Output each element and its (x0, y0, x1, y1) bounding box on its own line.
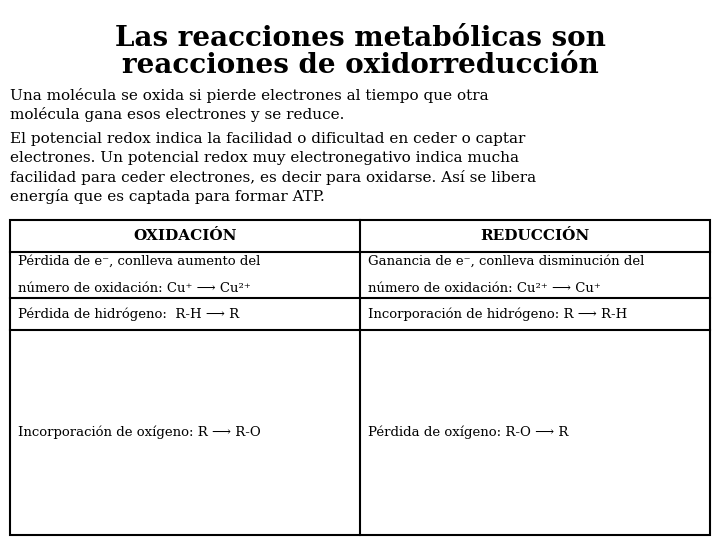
Text: número de oxidación: Cu²⁺ ⟶ Cu⁺: número de oxidación: Cu²⁺ ⟶ Cu⁺ (368, 282, 600, 295)
Text: reacciones de oxidorreducción: reacciones de oxidorreducción (122, 52, 598, 79)
Text: Incorporación de oxígeno: R ⟶ R-O: Incorporación de oxígeno: R ⟶ R-O (18, 426, 261, 439)
Text: Ganancia de e⁻, conlleva disminución del: Ganancia de e⁻, conlleva disminución del (368, 255, 644, 268)
Text: OXIDACIÓN: OXIDACIÓN (133, 229, 237, 243)
Text: El potencial redox indica la facilidad o dificultad en ceder o captar: El potencial redox indica la facilidad o… (10, 132, 526, 146)
Text: energía que es captada para formar ATP.: energía que es captada para formar ATP. (10, 189, 325, 204)
Text: molécula gana esos electrones y se reduce.: molécula gana esos electrones y se reduc… (10, 107, 344, 122)
Text: facilidad para ceder electrones, es decir para oxidarse. Así se libera: facilidad para ceder electrones, es deci… (10, 170, 536, 185)
Text: Las reacciones metabólicas son: Las reacciones metabólicas son (114, 25, 606, 52)
Text: número de oxidación: Cu⁺ ⟶ Cu²⁺: número de oxidación: Cu⁺ ⟶ Cu²⁺ (18, 282, 251, 295)
Text: electrones. Un potencial redox muy electronegativo indica mucha: electrones. Un potencial redox muy elect… (10, 151, 519, 165)
Text: REDUCCIÓN: REDUCCIÓN (480, 229, 590, 243)
Text: Incorporación de hidrógeno: R ⟶ R-H: Incorporación de hidrógeno: R ⟶ R-H (368, 307, 627, 321)
Text: Pérdida de hidrógeno:  R-H ⟶ R: Pérdida de hidrógeno: R-H ⟶ R (18, 307, 239, 321)
Bar (10, 220, 710, 535)
Text: Una molécula se oxida si pierde electrones al tiempo que otra: Una molécula se oxida si pierde electron… (10, 88, 489, 103)
Text: Pérdida de oxígeno: R-O ⟶ R: Pérdida de oxígeno: R-O ⟶ R (368, 426, 568, 439)
Text: Pérdida de e⁻, conlleva aumento del: Pérdida de e⁻, conlleva aumento del (18, 255, 261, 268)
